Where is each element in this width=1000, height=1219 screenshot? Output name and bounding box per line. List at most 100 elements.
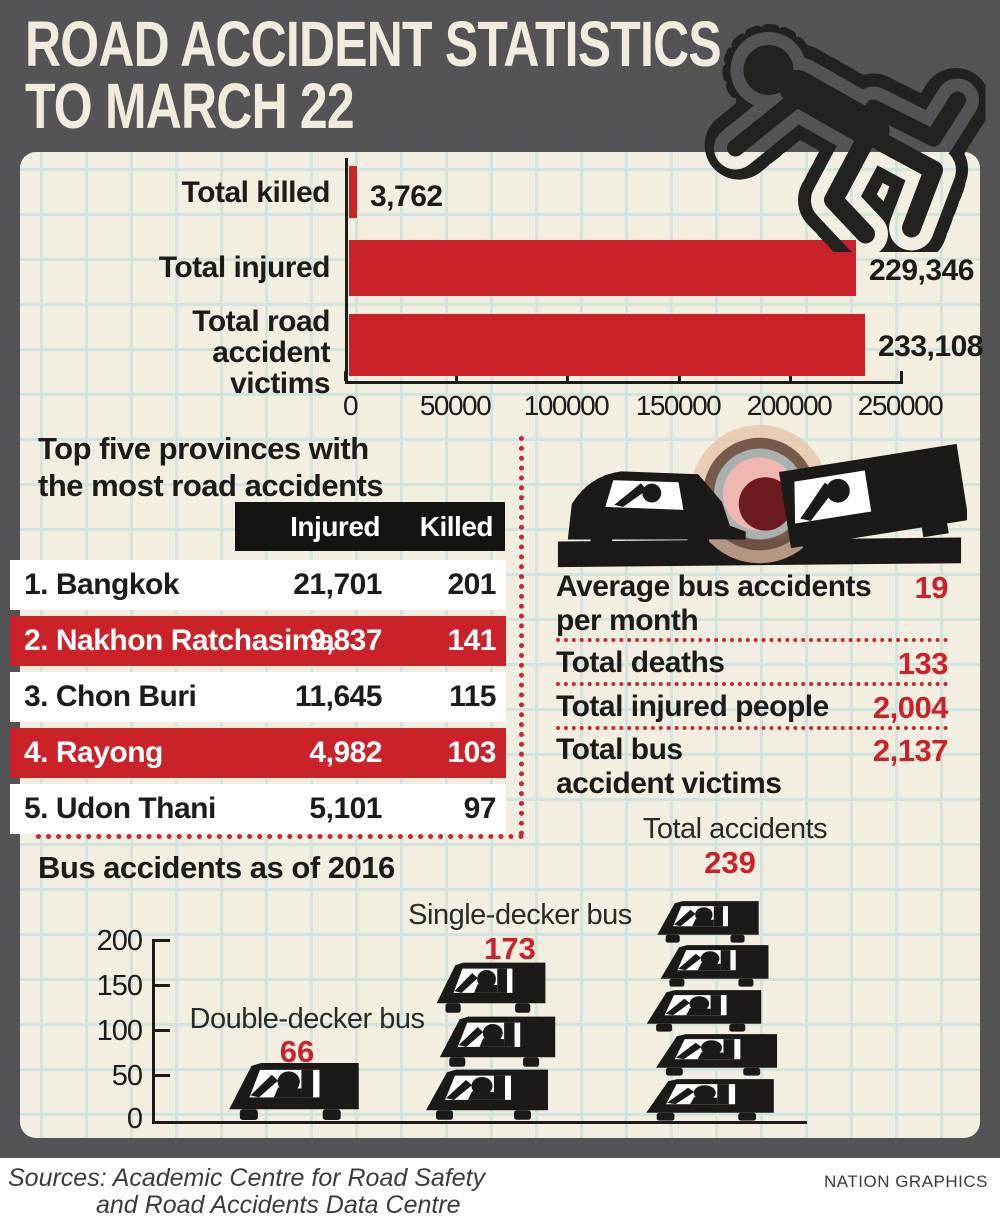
bar-chart-category-total-injured: Total injured (158, 251, 331, 284)
row-rank: 4. (24, 736, 49, 769)
x-axis-tick-label: 250000 (857, 390, 944, 421)
footer: Sources: Academic Centre for Road Safety… (0, 1158, 1000, 1219)
provinces-table-header: Injured Killed (235, 502, 505, 551)
bus-stack-single-decker (428, 960, 558, 1121)
bar-value-label: 233,108 (878, 330, 983, 363)
row-killed-value: 201 (447, 568, 496, 601)
stat-value-total-injured-people: 2,004 (872, 690, 949, 725)
x-axis-tick-label: 200000 (746, 390, 833, 421)
y-axis-tick-label: 150 (96, 970, 143, 1002)
car-crash-illustration (557, 424, 967, 568)
x-axis-tick (900, 371, 903, 381)
bus-category-single-decker: Single-decker bus (408, 899, 632, 931)
stat-label-line1: Average bus accidents (556, 570, 872, 603)
row-province: Udon Thani (55, 792, 216, 825)
row-injured-value: 9,837 (309, 624, 382, 657)
table-row-bangkok: 1. Bangkok 21,701 201 (10, 560, 506, 610)
stat-value-average-bus-accidents: 19 (914, 570, 949, 605)
table-row-chon-buri: 3. Chon Buri 11,645 115 (10, 672, 506, 722)
bar-chart-y-axis-line (345, 158, 348, 384)
y-axis-tick-label: 100 (96, 1015, 143, 1047)
row-rank: 2. (24, 624, 49, 657)
bus-icon (643, 988, 765, 1032)
provinces-title-line1: Top five provinces with (38, 431, 369, 466)
y-axis-tick-label: 50 (111, 1060, 143, 1092)
stat-label-total-injured-people: Total injured people (556, 690, 886, 724)
stat-label-line1: Total injured people (556, 690, 829, 723)
x-axis-tick-label: 150000 (635, 390, 722, 421)
bus-icon (642, 1077, 778, 1121)
bar-total-killed (349, 166, 357, 218)
bus-value-total-accidents: 239 (704, 845, 756, 880)
bus-icon (433, 960, 549, 1014)
row-rank: 1. (24, 568, 49, 601)
bar-chart-x-axis-line (345, 381, 903, 384)
bus-icon (225, 1060, 363, 1121)
dotted-divider-horizontal (36, 834, 524, 839)
bus-icon (654, 899, 762, 943)
stat-label-line2: accident victims (556, 767, 782, 800)
bus-stack-double-decker (225, 1060, 363, 1121)
stat-label-average-bus-accidents: Average bus accidents per month (556, 570, 886, 638)
stat-label-line1: Total deaths (556, 646, 725, 679)
table-row-udon-thani: 5. Udon Thani 5,101 97 (10, 784, 506, 834)
x-axis-tick-label: 0 (342, 390, 359, 421)
page-title-line1: ROAD ACCIDENT STATISTICS (25, 8, 722, 80)
row-province: Rayong (55, 736, 164, 769)
stat-label-line1: Total bus (556, 733, 683, 766)
bus-icon (422, 1067, 552, 1121)
page-title-line2: TO MARCH 22 (25, 70, 355, 142)
provinces-section-title: Top five provinces with the most road ac… (38, 430, 384, 504)
stat-label-line2: per month (556, 604, 699, 637)
credit-label: NATION GRAPHICS (824, 1172, 988, 1191)
x-axis-tick (678, 371, 681, 381)
stat-separator (556, 682, 948, 686)
y-axis-tick (155, 939, 170, 942)
row-rank: 3. (24, 680, 49, 713)
y-axis-tick (155, 984, 170, 987)
row-injured-value: 11,645 (294, 680, 383, 713)
row-killed-value: 103 (447, 736, 496, 769)
bar-total-injured (349, 240, 856, 296)
row-province: Nakhon Ratchasima (55, 624, 335, 657)
table-row-rayong: 4. Rayong 4,982 103 (10, 728, 506, 778)
bus-chart-y-axis-line (152, 939, 155, 1124)
x-axis-tick (566, 371, 569, 381)
x-axis-tick (344, 371, 347, 381)
x-axis-tick-label: 100000 (523, 390, 610, 421)
row-injured-value: 21,701 (293, 568, 382, 601)
stat-value-total-deaths: 133 (897, 646, 949, 681)
y-axis-tick-label: 200 (96, 925, 143, 957)
column-header-killed: Killed (419, 511, 494, 542)
sources-line2: and Road Accidents Data Centre (96, 1191, 461, 1219)
bus-icon (657, 943, 772, 987)
table-row-nakhon-ratchasima: 2. Nakhon Ratchasima 9,837 141 (10, 616, 506, 666)
row-killed-value: 97 (463, 792, 497, 825)
bus-value-single-decker: 173 (484, 931, 536, 966)
bar-chart-category-total-victims: Total road accident victims (192, 305, 330, 400)
stat-label-total-deaths: Total deaths (556, 646, 886, 680)
row-killed-value: 141 (447, 624, 496, 657)
bus-category-double-decker: Double-decker bus (189, 1003, 425, 1035)
chalk-body-outline-icon (701, 24, 988, 252)
row-province: Bangkok (55, 568, 180, 601)
x-axis-tick-label: 50000 (419, 390, 492, 421)
bus-chart-title: Bus accidents as of 2016 (38, 850, 395, 885)
x-axis-tick (455, 371, 458, 381)
column-header-injured: Injured (290, 511, 380, 542)
row-killed-value: 115 (449, 680, 496, 713)
bar-chart-category-total-killed: Total killed (181, 176, 331, 209)
bus-icon (652, 1032, 781, 1076)
y-axis-tick (155, 1029, 170, 1032)
bus-stack-total-accidents (642, 899, 778, 1121)
stat-separator (556, 726, 948, 730)
bus-icon (436, 1014, 559, 1068)
y-axis-tick (155, 1074, 170, 1077)
row-injured-value: 5,101 (309, 792, 382, 825)
stat-separator (556, 638, 948, 642)
bar-value-label: 229,346 (869, 254, 974, 287)
bar-value-label: 3,762 (370, 180, 443, 213)
y-axis-tick-label: 0 (126, 1103, 143, 1135)
dotted-divider-vertical (519, 436, 524, 836)
